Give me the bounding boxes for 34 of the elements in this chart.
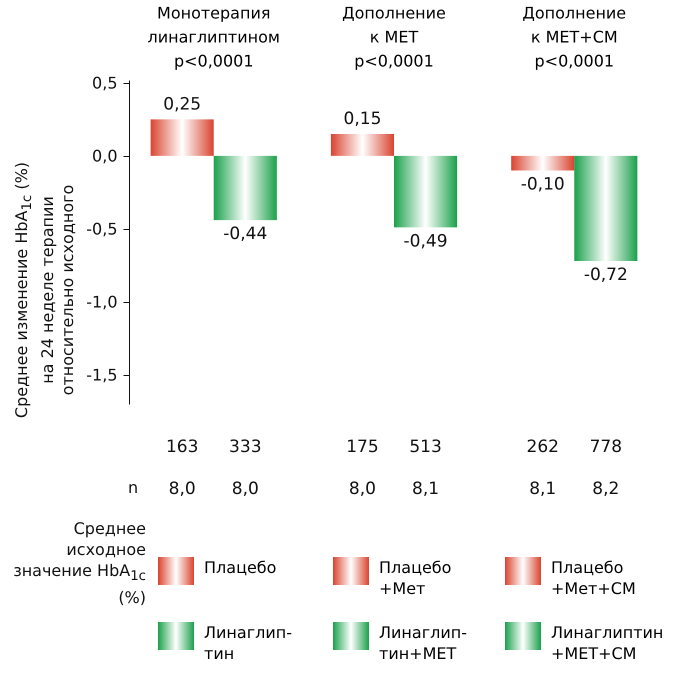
data-label: -0,10: [520, 174, 565, 194]
text: 175: [346, 437, 379, 457]
data-label: 0,15: [344, 109, 382, 129]
text: 333: [229, 437, 262, 457]
text: 8,0: [168, 479, 196, 499]
text: 513: [409, 437, 442, 457]
legend-label: Линаглип- тин+МЕТ: [379, 622, 467, 664]
text: 262: [526, 437, 559, 457]
text: n: [128, 477, 138, 498]
text: 778: [590, 437, 622, 457]
data-label: -0,44: [223, 224, 268, 244]
y-tick-label: -1,0: [86, 292, 118, 312]
data-label: 0,25: [163, 94, 202, 114]
text: 8,0: [348, 479, 376, 499]
legend-label: Линаглип- тин: [204, 622, 292, 664]
y-tick-label: -0,5: [86, 219, 118, 238]
x-tick-label: Монотерапия линаглиптином p<0,0001: [148, 4, 280, 70]
text: Среднее исходное значение HbA$_{1c}$ (%): [12, 518, 146, 608]
legend-label: Плацебо +Мет: [379, 557, 452, 599]
legend-label: Плацебо: [204, 557, 276, 578]
legend-label: Плацебо +Мет+СМ: [551, 557, 636, 599]
x-tick-label: Дополнение к МЕТ+СМ p<0,0001: [522, 4, 626, 70]
text: 8,1: [412, 479, 440, 499]
data-label: -0,72: [584, 264, 628, 285]
text: 8,1: [529, 479, 556, 499]
text: 8,2: [592, 479, 620, 499]
x-tick-label: Дополнение к МЕТ p<0,0001: [342, 4, 446, 70]
text: 163: [166, 437, 198, 457]
y-tick-label: 0,0: [92, 146, 118, 166]
y-tick-label: -1,5: [86, 365, 118, 384]
legend-label: Линаглиптин +МЕТ+СМ: [551, 622, 664, 664]
text: 8,0: [232, 479, 259, 499]
data-label: -0,49: [404, 231, 448, 252]
y-tick-label: 0,5: [92, 73, 118, 92]
